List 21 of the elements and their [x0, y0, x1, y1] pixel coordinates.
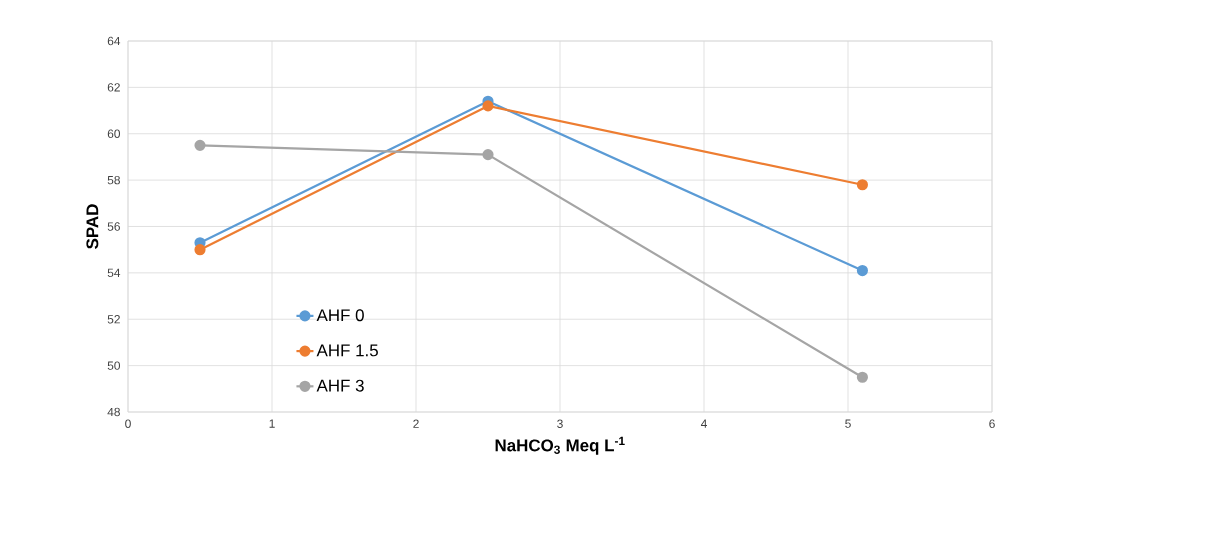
y-tick-label: 52 [107, 315, 120, 324]
x-axis-title: NaHCO$_{3}$ Meq L$^{-1}$ [495, 436, 625, 455]
x-tick-label: 5 [845, 419, 851, 428]
x-tick-label: 6 [989, 419, 995, 428]
x-tick-label: 4 [700, 419, 707, 428]
y-tick-label: 54 [107, 268, 121, 278]
y-axis-title: SPAD [86, 204, 99, 249]
legend-label: AHF 0 [316, 309, 364, 322]
x-tick-label: 3 [557, 419, 563, 428]
y-tick-label: 58 [107, 175, 120, 185]
x-tick-label: 0 [125, 419, 131, 428]
legend-label: AHF 1.5 [316, 344, 378, 357]
y-tick-label: 64 [107, 36, 121, 46]
y-tick-label: 50 [107, 361, 121, 370]
y-tick-label: 62 [107, 83, 120, 92]
legend-label: AHF 3 [316, 379, 364, 392]
y-tick-label: 60 [107, 129, 121, 138]
y-tick-label: 48 [107, 407, 120, 417]
x-tick-label: 1 [269, 419, 275, 428]
y-tick-label: 56 [107, 222, 120, 231]
x-tick-label: 2 [413, 419, 419, 428]
